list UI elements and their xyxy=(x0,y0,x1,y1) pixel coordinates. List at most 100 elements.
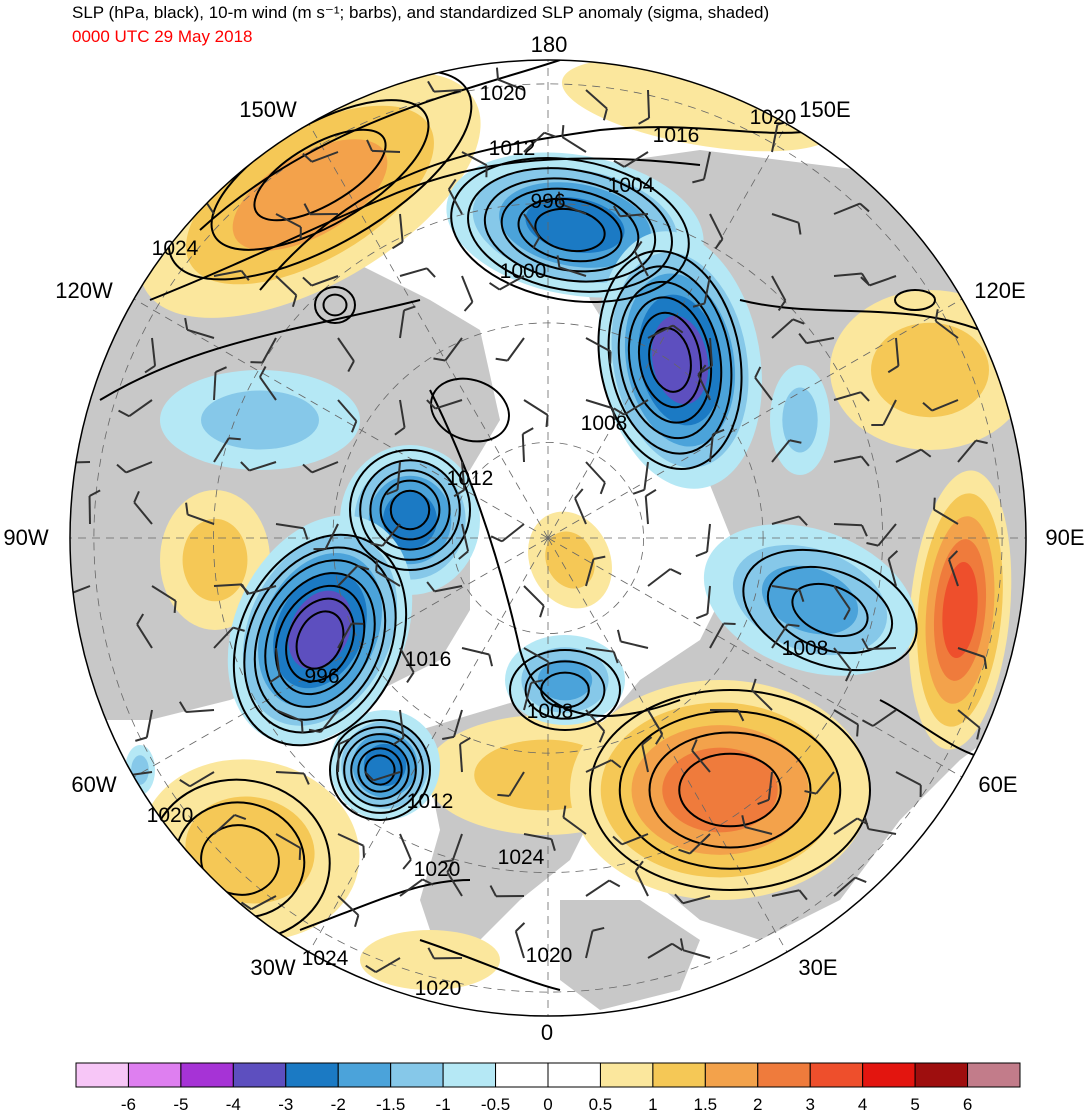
isobar xyxy=(638,311,702,409)
wind-barb xyxy=(495,67,525,91)
wind-barb xyxy=(948,550,959,587)
wind-barb xyxy=(895,448,932,463)
longitude-label: 120W xyxy=(55,278,113,303)
graticule xyxy=(70,60,1026,1016)
wind-barb xyxy=(866,523,897,547)
wind-barb xyxy=(240,461,277,472)
colorbar-swatch xyxy=(180,1062,234,1088)
colorbar-swatch xyxy=(704,1062,759,1088)
wind-barb xyxy=(259,365,277,401)
anomaly-region xyxy=(761,565,859,635)
longitude-label: 150W xyxy=(239,97,297,122)
wind-barb xyxy=(313,523,339,551)
wind-barb xyxy=(561,125,587,153)
wind-barb xyxy=(399,305,416,339)
colorbar-swatch xyxy=(442,1062,497,1088)
wind-barb xyxy=(337,895,360,927)
wind-barb xyxy=(585,461,606,495)
longitude-label: 150E xyxy=(799,97,850,122)
isobar xyxy=(243,546,397,734)
colorbar-tick: 1 xyxy=(648,1095,657,1112)
isobar xyxy=(607,265,733,455)
wind-barb xyxy=(461,151,488,178)
colorbar-swatch xyxy=(967,1062,1021,1088)
contour-label: 1008 xyxy=(782,637,829,660)
wind-barb xyxy=(771,585,805,602)
wind-barb xyxy=(638,89,651,125)
contour-label: 1020 xyxy=(526,944,573,967)
isobar xyxy=(450,156,690,304)
wind-barb xyxy=(613,151,649,168)
isobar xyxy=(232,533,408,747)
wind-barb xyxy=(887,550,899,587)
slp-contours xyxy=(89,60,1001,1011)
wind-barb xyxy=(453,461,466,498)
wind-barb xyxy=(151,585,177,613)
valid-time: 0000 UTC 29 May 2018 xyxy=(72,27,253,46)
longitude-label: 30W xyxy=(250,955,295,980)
wind-barb xyxy=(275,709,304,734)
colorbar-swatch xyxy=(862,1062,916,1088)
isobar xyxy=(678,752,782,828)
wind-barb xyxy=(647,568,682,587)
wind-barb xyxy=(612,205,649,218)
isobar xyxy=(509,649,621,731)
longitude-label: 180 xyxy=(531,32,568,57)
wind-barb xyxy=(833,455,870,467)
isobar xyxy=(253,559,387,721)
colorbar-tick: 2 xyxy=(753,1095,762,1112)
isobar xyxy=(359,459,461,561)
colorbar-tick: 4 xyxy=(858,1095,867,1112)
isobar xyxy=(350,740,410,800)
colorbar-boxes xyxy=(75,1062,1021,1088)
wind-barb xyxy=(144,337,157,374)
colorbar-tick: -1 xyxy=(436,1095,451,1112)
wind-barb xyxy=(833,709,859,737)
isobar xyxy=(517,197,623,263)
wind-barb xyxy=(391,213,404,250)
wind-barb xyxy=(399,833,412,870)
wind-barb xyxy=(461,647,494,667)
wind-barb xyxy=(213,626,245,649)
wind-barb xyxy=(754,366,773,401)
wind-barb xyxy=(521,427,534,463)
wind-barb xyxy=(446,861,463,897)
longitude-label: 90E xyxy=(1045,525,1084,550)
wind-barb xyxy=(771,213,802,235)
wind-barb xyxy=(798,332,835,345)
wind-barb xyxy=(957,439,988,463)
colorbar-tick-labels: -6 -5 -4 -3 -2 -1.5 -1 -0.5 0 0.5 1 1.5 2 3 4 5 6 xyxy=(121,1095,972,1112)
wind-barb xyxy=(647,324,684,339)
wind-barb xyxy=(337,564,370,587)
isobar xyxy=(742,548,918,672)
meridian-line xyxy=(308,537,549,953)
isobar xyxy=(149,157,701,301)
anomaly-shading xyxy=(125,60,1026,990)
longitude-label: 120E xyxy=(974,278,1025,303)
colorbar-swatch xyxy=(809,1062,864,1088)
wind-barb xyxy=(337,833,365,858)
colorbar: -6 -5 -4 -3 -2 -1.5 -1 -0.5 0 0.5 1 1.5 2 3 4 5 6 xyxy=(75,1062,1021,1112)
wind-barb xyxy=(709,622,736,649)
wind-barb xyxy=(269,647,281,684)
colorbar-swatch xyxy=(914,1062,969,1088)
wind-barb xyxy=(240,895,277,911)
colorbar-tick: 1.5 xyxy=(694,1095,718,1112)
isobar xyxy=(329,719,431,821)
wind-barb xyxy=(833,202,870,215)
wind-barb xyxy=(489,275,525,291)
wind-barb xyxy=(302,151,339,163)
wind-barb xyxy=(585,879,621,897)
wind-barb xyxy=(399,878,434,897)
wind-barb xyxy=(771,623,800,649)
wind-barb xyxy=(275,275,298,308)
wind-barb xyxy=(440,833,463,863)
wind-barb xyxy=(275,771,310,785)
longitude-label: 0 xyxy=(541,1020,553,1045)
colorbar-tick: -3 xyxy=(278,1095,293,1112)
wind-barb xyxy=(556,255,587,277)
isobar xyxy=(343,733,417,807)
wind-barb xyxy=(308,709,339,734)
wind-barb xyxy=(751,678,773,711)
wind-barb xyxy=(337,399,358,433)
